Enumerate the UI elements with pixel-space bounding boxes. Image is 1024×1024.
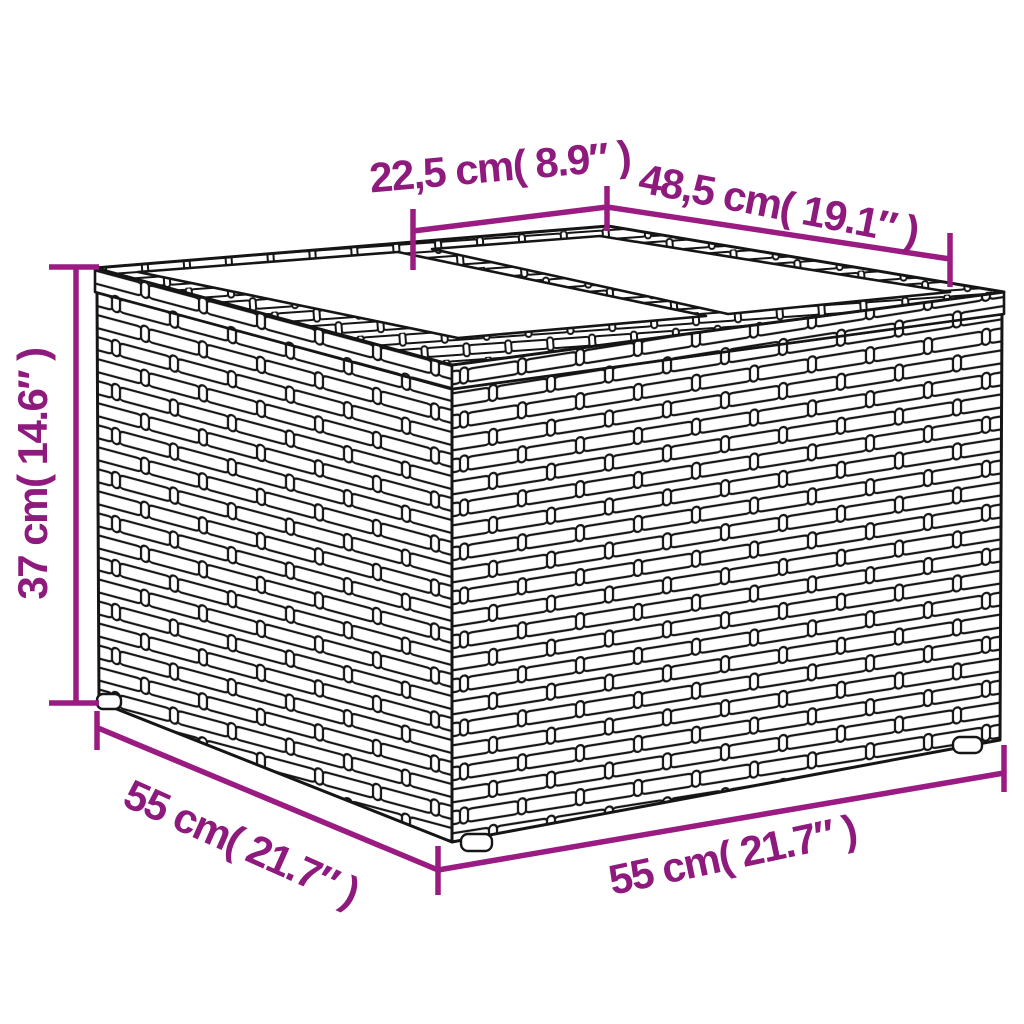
glass-panel-left (136, 250, 708, 340)
dimension-height-line (49, 264, 99, 706)
glass-panel-right (430, 234, 952, 316)
table-foot-front (459, 832, 494, 853)
dimension-top-depth-line (606, 204, 953, 287)
table-illustration (93, 224, 1006, 853)
dimension-side-depth-line (94, 711, 441, 895)
dimension-height: 37 cm( 14.6″ ) (9, 264, 99, 706)
table-foot-right (951, 735, 984, 755)
table-foot-left (95, 692, 123, 711)
dimension-front-width-line (437, 745, 1007, 873)
dimension-height-label: 37 cm( 14.6″ ) (9, 348, 56, 599)
